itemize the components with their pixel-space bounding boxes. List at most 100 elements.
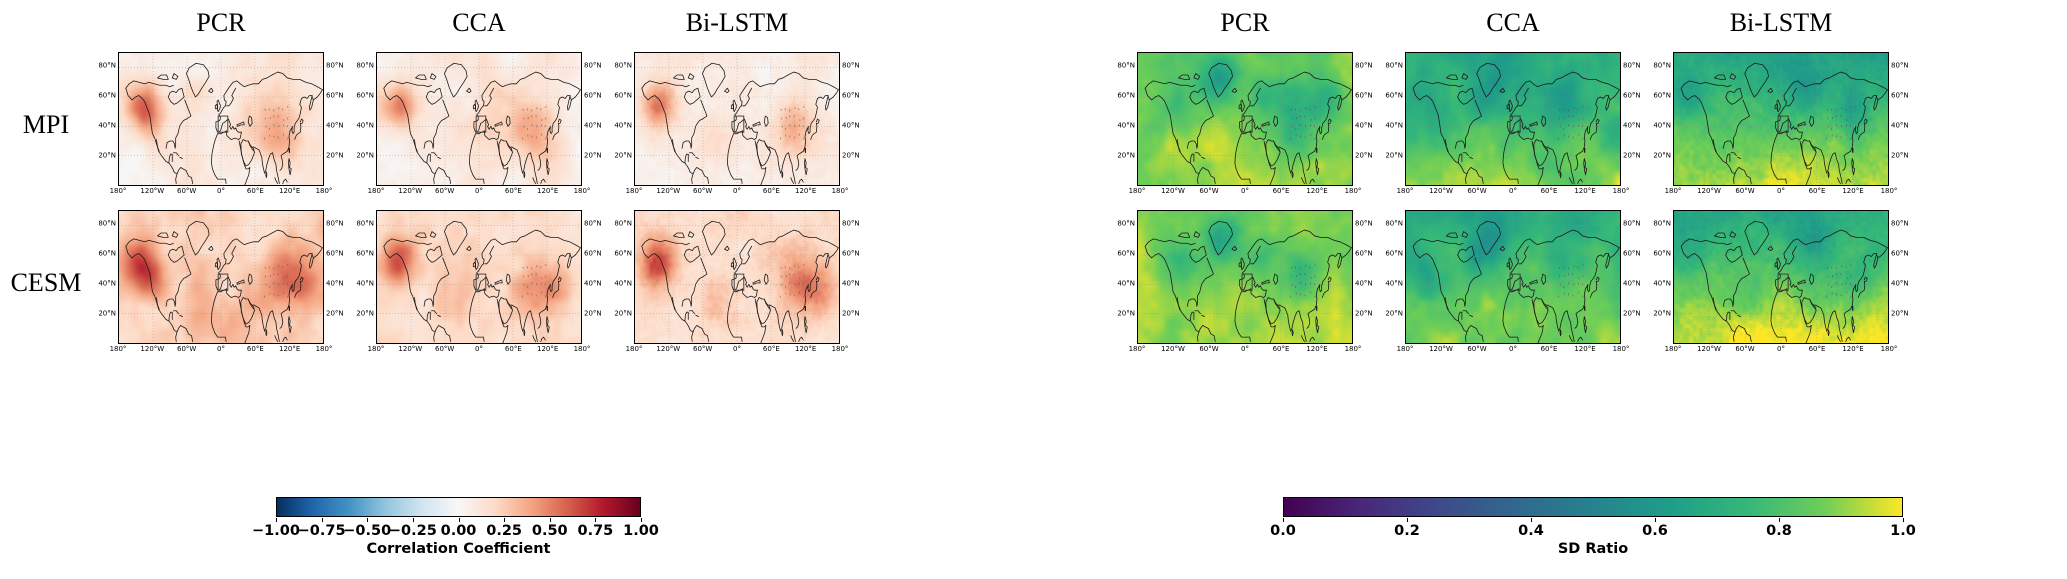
map-overlay-coastlines [377, 211, 581, 343]
x-axis-label: 120°E [279, 186, 301, 195]
y-axis-label: 20°N [98, 309, 116, 318]
x-axis-label: 60°W [1735, 186, 1755, 195]
y-axis-label: 20°N [584, 309, 602, 318]
y-axis-label: 20°N [1117, 151, 1135, 160]
x-axis-label: 180° [1128, 186, 1146, 195]
x-axis-labels: 180° 120°W 60°W 0° 60°E 120°E 180° [1129, 344, 1362, 357]
column-titles-row: PCR CCA Bi-LSTM [1033, 0, 2067, 46]
y-axis-label: 60°N [356, 91, 374, 100]
y-axis-label: 60°N [842, 249, 860, 258]
x-axis-label: 180° [1612, 186, 1630, 195]
map-plot [1673, 51, 1889, 186]
y-axis-label: 60°N [1355, 91, 1373, 100]
map-plot [1673, 209, 1889, 344]
y-axis-label: 40°N [356, 121, 374, 130]
x-axis-label: 120°W [1697, 344, 1721, 353]
y-axis-labels-left: 80°N 60°N 40°N 20°N [614, 210, 634, 344]
map-mpi-bi-lstm: 80°N 60°N 40°N 20°N 80°N 60°N 40°N 20°N 180° 120°… [1647, 51, 1915, 199]
y-axis-label: 40°N [1385, 121, 1403, 130]
y-axis-label: 20°N [1891, 309, 1909, 318]
y-axis-label: 20°N [326, 309, 344, 318]
map-mpi-pcr: 80°N 60°N 40°N 20°N 80°N 60°N 40°N 20°N 180° 120°… [92, 51, 350, 199]
y-axis-labels-right: 80°N 60°N 40°N 20°N [840, 52, 860, 186]
y-axis-label: 60°N [1117, 249, 1135, 258]
x-axis-label: 0° [1777, 344, 1785, 353]
colorbar-tickmark [367, 518, 369, 522]
y-axis-label: 60°N [584, 91, 602, 100]
x-axis-label: 60°W [176, 186, 197, 195]
x-axis-label: 120°W [1697, 186, 1721, 195]
map-plot [376, 51, 582, 186]
x-axis-label: 60°W [1467, 186, 1487, 195]
y-axis-label: 20°N [842, 309, 860, 318]
x-axis-label: 120°E [537, 344, 559, 353]
x-axis-label: 120°W [140, 186, 165, 195]
colorbar-tickmark [458, 518, 460, 522]
x-axis-label: 180° [109, 186, 127, 195]
x-axis-label: 180° [831, 344, 849, 353]
y-axis-labels-left: 80°N 60°N 40°N 20°N [98, 52, 118, 186]
y-axis-label: 40°N [1891, 279, 1909, 288]
y-axis-label: 80°N [614, 61, 632, 70]
column-title-pcr: PCR [196, 8, 246, 37]
panel-correlation-coefficient: PCR CCA Bi-LSTM MPI 80°N 60°N 40°N 20°N 80°N 60°N… [0, 0, 1033, 579]
y-axis-label: 60°N [1623, 249, 1641, 258]
y-axis-label: 20°N [842, 151, 860, 160]
y-axis-label: 40°N [842, 279, 860, 288]
map-plot [118, 209, 324, 344]
map-overlay-coastlines [1138, 53, 1352, 185]
x-axis-label: 180° [1880, 344, 1898, 353]
column-title-cca: CCA [1486, 8, 1540, 37]
x-axis-label: 60°E [762, 344, 780, 353]
map-plot [634, 209, 840, 344]
y-axis-label: 80°N [614, 219, 632, 228]
y-axis-labels-left: 80°N 60°N 40°N 20°N [1653, 210, 1673, 344]
y-axis-label: 80°N [1355, 61, 1373, 70]
x-axis-label: 180° [1880, 186, 1898, 195]
y-axis-labels-right: 80°N 60°N 40°N 20°N [324, 52, 344, 186]
colorbar-tick-label: 0.4 [1518, 523, 1544, 539]
x-axis-label: 120°W [398, 186, 423, 195]
x-axis-label: 60°W [1735, 344, 1755, 353]
y-axis-label: 40°N [614, 279, 632, 288]
y-axis-labels-right: 80°N 60°N 40°N 20°N [1621, 210, 1641, 344]
y-axis-label: 80°N [98, 61, 116, 70]
map-cesm-pcr: 80°N 60°N 40°N 20°N 80°N 60°N 40°N 20°N 180° 120°… [92, 209, 350, 357]
y-axis-label: 20°N [1623, 309, 1641, 318]
x-axis-label: 120°W [656, 186, 681, 195]
y-axis-label: 60°N [1355, 249, 1373, 258]
y-axis-labels-right: 80°N 60°N 40°N 20°N [582, 52, 602, 186]
y-axis-label: 40°N [356, 279, 374, 288]
colorbar-tick-label: 0.0 [1270, 523, 1296, 539]
map-row-mpi: MPI 80°N 60°N 40°N 20°N 80°N 60°N 40°N 20°N 180° 1… [0, 46, 1033, 204]
colorbar-gradient [276, 497, 641, 517]
colorbar-tick-label: 0.6 [1642, 523, 1668, 539]
y-axis-labels-left: 80°N 60°N 40°N 20°N [1117, 52, 1137, 186]
x-axis-label: 120°E [537, 186, 559, 195]
y-axis-label: 40°N [584, 121, 602, 130]
colorbar-tickmark [504, 518, 506, 522]
y-axis-label: 40°N [98, 279, 116, 288]
x-axis-label: 180° [367, 186, 385, 195]
map-plot [634, 51, 840, 186]
x-axis-label: 180° [315, 186, 333, 195]
x-axis-label: 60°E [1808, 344, 1826, 353]
colorbar-tick-label: 0.00 [440, 523, 477, 539]
x-axis-label: 60°W [1199, 344, 1219, 353]
x-axis-label: 120°E [795, 186, 817, 195]
colorbar: −1.00 −0.75 −0.50 −0.25 0.00 0.25 0.50 0.75 1.00… [252, 497, 659, 561]
map-row-mpi: 80°N 60°N 40°N 20°N 80°N 60°N 40°N 20°N 180° 120°… [1033, 46, 2067, 204]
y-axis-label: 80°N [842, 219, 860, 228]
x-axis-label: 180° [1344, 186, 1362, 195]
x-axis-label: 120°W [656, 344, 681, 353]
y-axis-label: 20°N [1653, 151, 1671, 160]
column-titles-row: PCR CCA Bi-LSTM [0, 0, 1033, 46]
y-axis-label: 80°N [356, 61, 374, 70]
y-axis-labels-left: 80°N 60°N 40°N 20°N [1117, 210, 1137, 344]
y-axis-label: 40°N [584, 279, 602, 288]
colorbar-tick-label: −0.25 [388, 523, 437, 539]
x-axis-label: 0° [1509, 344, 1517, 353]
map-plot [1137, 51, 1353, 186]
